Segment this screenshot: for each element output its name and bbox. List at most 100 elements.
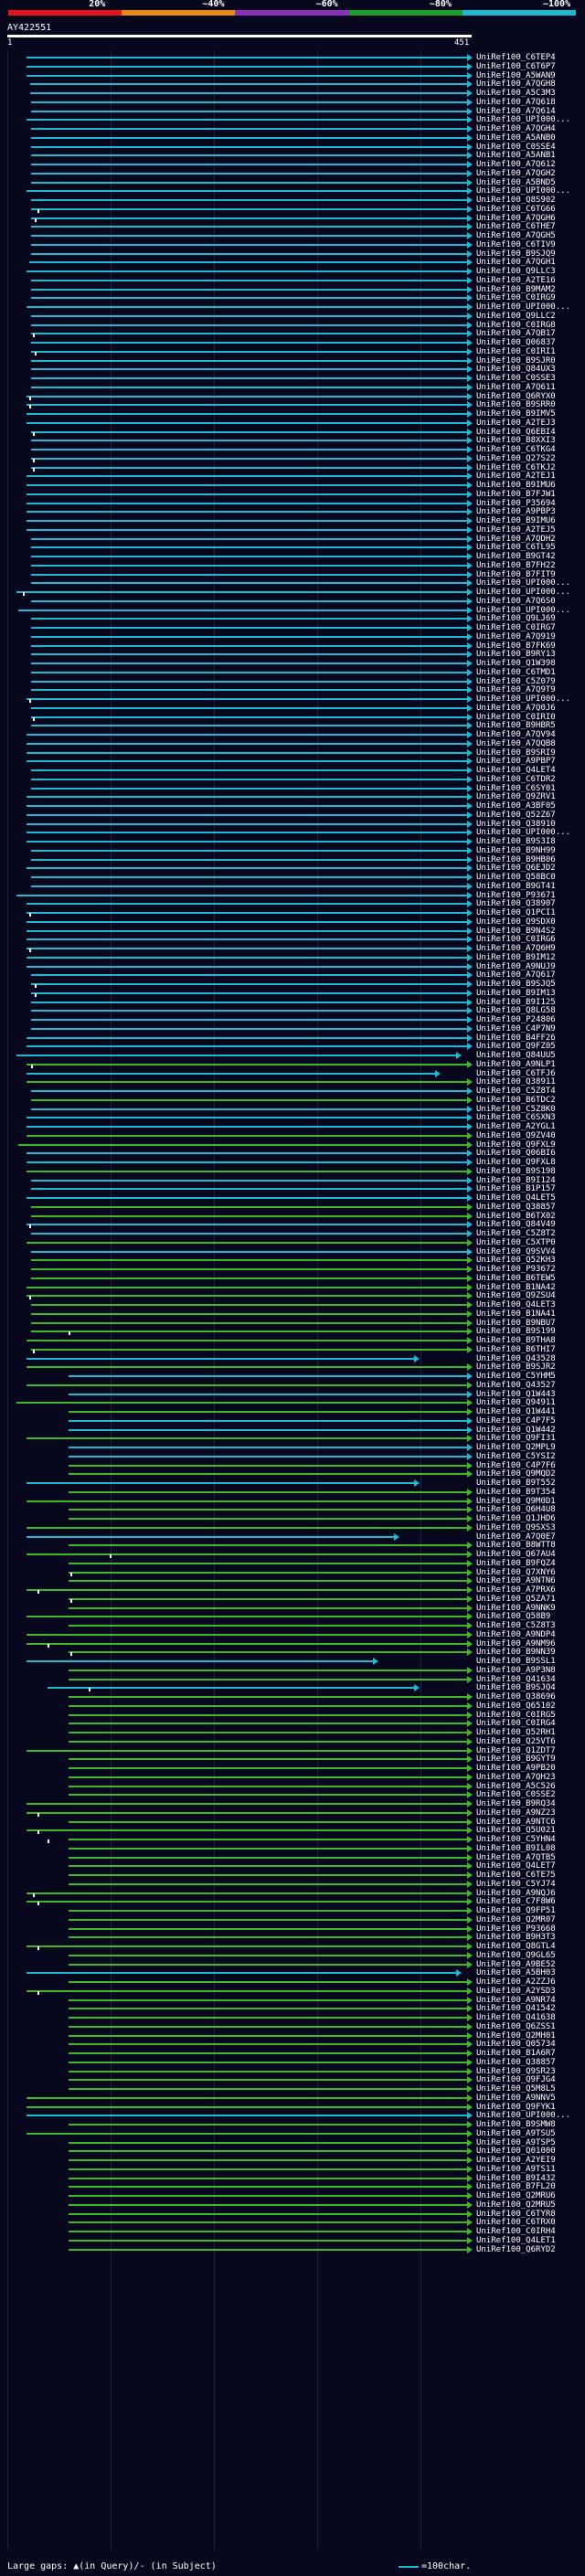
hit-alignment-bar[interactable] bbox=[27, 938, 468, 941]
hit-id-link[interactable]: UniRef100_Q9LLC3 bbox=[476, 267, 556, 276]
hit-alignment-bar[interactable] bbox=[68, 1696, 468, 1698]
hit-id-link[interactable]: UniRef100_Q9FI31 bbox=[476, 1434, 556, 1444]
hit-alignment-bar[interactable] bbox=[68, 2150, 468, 2153]
hit-alignment-bar[interactable] bbox=[68, 1428, 468, 1431]
hit-alignment-bar[interactable] bbox=[30, 618, 468, 620]
hit-id-link[interactable]: UniRef100_B8XXI3 bbox=[476, 436, 556, 446]
hit-id-link[interactable]: UniRef100_C6TMD1 bbox=[476, 667, 556, 677]
hit-id-link[interactable]: UniRef100_C5Z8T4 bbox=[476, 1087, 556, 1096]
hit-id-link[interactable]: UniRef100_B9GT41 bbox=[476, 881, 556, 891]
hit-alignment-bar[interactable] bbox=[27, 1500, 468, 1502]
hit-alignment-bar[interactable] bbox=[27, 1197, 468, 1199]
hit-id-link[interactable]: UniRef100_C6TE75 bbox=[476, 1871, 556, 1880]
hit-id-link[interactable]: UniRef100_P93668 bbox=[476, 1924, 556, 1934]
hit-alignment-bar[interactable] bbox=[68, 1785, 468, 1787]
hit-alignment-bar[interactable] bbox=[30, 582, 468, 585]
hit-alignment-bar[interactable] bbox=[30, 546, 468, 549]
hit-id-link[interactable]: UniRef100_UPI000... bbox=[476, 694, 570, 704]
hit-id-link[interactable]: UniRef100_Q9LLC2 bbox=[476, 311, 556, 321]
hit-alignment-bar[interactable] bbox=[27, 413, 468, 415]
hit-alignment-bar[interactable] bbox=[27, 484, 468, 486]
hit-alignment-bar[interactable] bbox=[68, 2231, 468, 2232]
hit-id-link[interactable]: UniRef100_Q38696 bbox=[476, 1692, 556, 1701]
hit-alignment-bar[interactable] bbox=[30, 386, 468, 388]
hit-alignment-bar[interactable] bbox=[68, 1794, 468, 1797]
hit-alignment-bar[interactable] bbox=[30, 466, 468, 469]
hit-id-link[interactable]: UniRef100_B9HB06 bbox=[476, 854, 556, 864]
hit-id-link[interactable]: UniRef100_Q9FP51 bbox=[476, 1906, 556, 1915]
hit-id-link[interactable]: UniRef100_A2TEJ5 bbox=[476, 525, 556, 535]
hit-alignment-bar[interactable] bbox=[18, 1143, 468, 1146]
hit-id-link[interactable]: UniRef100_Q7XNY6 bbox=[476, 1567, 556, 1577]
hit-alignment-bar[interactable] bbox=[30, 1108, 468, 1110]
hit-id-link[interactable]: UniRef100_Q4LET5 bbox=[476, 1193, 556, 1203]
hit-alignment-bar[interactable] bbox=[30, 556, 468, 557]
hit-id-link[interactable]: UniRef100_Q05734 bbox=[476, 2040, 556, 2050]
hit-id-link[interactable]: UniRef100_A7QGH4 bbox=[476, 124, 556, 133]
hit-id-link[interactable]: UniRef100_Q9SXS3 bbox=[476, 1522, 556, 1532]
hit-id-link[interactable]: UniRef100_C0IRG5 bbox=[476, 1710, 556, 1720]
hit-alignment-bar[interactable] bbox=[68, 1518, 468, 1520]
hit-alignment-bar[interactable] bbox=[68, 1606, 468, 1609]
hit-alignment-bar[interactable] bbox=[27, 1945, 468, 1947]
hit-alignment-bar[interactable] bbox=[30, 644, 468, 647]
hit-id-link[interactable]: UniRef100_A9TS11 bbox=[476, 2164, 556, 2174]
hit-id-link[interactable]: UniRef100_C5YHN4 bbox=[476, 1835, 556, 1844]
hit-id-link[interactable]: UniRef100_Q9FXL8 bbox=[476, 1158, 556, 1167]
hit-id-link[interactable]: UniRef100_A7QGH2 bbox=[476, 168, 556, 178]
hit-id-link[interactable]: UniRef100_A9PB20 bbox=[476, 1764, 556, 1773]
hit-id-link[interactable]: UniRef100_Q5U021 bbox=[476, 1826, 556, 1836]
hit-id-link[interactable]: UniRef100_B9IM13 bbox=[476, 988, 556, 998]
hit-id-link[interactable]: UniRef100_Q84V49 bbox=[476, 1220, 556, 1230]
hit-id-link[interactable]: UniRef100_Q6EJD2 bbox=[476, 864, 556, 874]
hit-id-link[interactable]: UniRef100_B9RQ34 bbox=[476, 1799, 556, 1808]
hit-id-link[interactable]: UniRef100_C5Z079 bbox=[476, 676, 556, 686]
hit-id-link[interactable]: UniRef100_B9I124 bbox=[476, 1175, 556, 1185]
hit-id-link[interactable]: UniRef100_Q4LET3 bbox=[476, 1300, 556, 1309]
hit-alignment-bar[interactable] bbox=[27, 1340, 468, 1341]
hit-id-link[interactable]: UniRef100_Q2MRU5 bbox=[476, 2200, 556, 2210]
hit-alignment-bar[interactable] bbox=[27, 742, 468, 745]
hit-alignment-bar[interactable] bbox=[30, 342, 468, 344]
hit-id-link[interactable]: UniRef100_B1P157 bbox=[476, 1184, 556, 1194]
hit-id-link[interactable]: UniRef100_UPI000... bbox=[476, 115, 570, 125]
hit-alignment-bar[interactable] bbox=[27, 698, 468, 700]
hit-alignment-bar[interactable] bbox=[30, 1010, 468, 1012]
hit-alignment-bar[interactable] bbox=[30, 725, 468, 727]
hit-alignment-bar[interactable] bbox=[16, 1402, 468, 1405]
hit-id-link[interactable]: UniRef100_Q41638 bbox=[476, 2013, 556, 2022]
hit-id-link[interactable]: UniRef100_Q5ZA71 bbox=[476, 1594, 556, 1604]
hit-id-link[interactable]: UniRef100_C6TG66 bbox=[476, 204, 556, 214]
hit-alignment-bar[interactable] bbox=[30, 430, 468, 433]
hit-alignment-bar[interactable] bbox=[16, 1055, 457, 1056]
hit-alignment-bar[interactable] bbox=[27, 948, 468, 949]
hit-id-link[interactable]: UniRef100_Q4LET1 bbox=[476, 2235, 556, 2245]
hit-alignment-bar[interactable] bbox=[30, 440, 468, 442]
hit-id-link[interactable]: UniRef100_A2TEJ3 bbox=[476, 418, 556, 428]
hit-id-link[interactable]: UniRef100_P24806 bbox=[476, 1015, 556, 1024]
hit-alignment-bar[interactable] bbox=[30, 243, 468, 246]
hit-id-link[interactable]: UniRef100_UPI000... bbox=[476, 186, 570, 196]
hit-alignment-bar[interactable] bbox=[30, 350, 468, 353]
hit-alignment-bar[interactable] bbox=[30, 680, 468, 683]
hit-alignment-bar[interactable] bbox=[27, 502, 468, 504]
hit-id-link[interactable]: UniRef100_C0IRG4 bbox=[476, 1719, 556, 1729]
hit-id-link[interactable]: UniRef100_A7Q6S0 bbox=[476, 596, 556, 606]
hit-id-link[interactable]: UniRef100_Q2MH01 bbox=[476, 2030, 556, 2041]
hit-id-link[interactable]: UniRef100_C5YSI2 bbox=[476, 1451, 556, 1461]
hit-alignment-bar[interactable] bbox=[68, 1758, 468, 1761]
hit-alignment-bar[interactable] bbox=[30, 716, 468, 718]
hit-id-link[interactable]: UniRef100_Q1W398 bbox=[476, 659, 556, 668]
hit-alignment-bar[interactable] bbox=[68, 1597, 468, 1600]
hit-id-link[interactable]: UniRef100_C4P7N9 bbox=[476, 1023, 556, 1034]
hit-alignment-bar[interactable] bbox=[27, 1045, 468, 1048]
hit-id-link[interactable]: UniRef100_B7FJW1 bbox=[476, 489, 556, 499]
hit-alignment-bar[interactable] bbox=[30, 1250, 468, 1253]
hit-alignment-bar[interactable] bbox=[27, 1117, 468, 1119]
hit-id-link[interactable]: UniRef100_Q1W443 bbox=[476, 1389, 556, 1399]
hit-alignment-bar[interactable] bbox=[30, 1312, 468, 1315]
hit-alignment-bar[interactable] bbox=[30, 449, 468, 451]
hit-id-link[interactable]: UniRef100_C0IRH4 bbox=[476, 2227, 556, 2236]
hit-alignment-bar[interactable] bbox=[16, 894, 468, 896]
hit-alignment-bar[interactable] bbox=[30, 689, 468, 692]
